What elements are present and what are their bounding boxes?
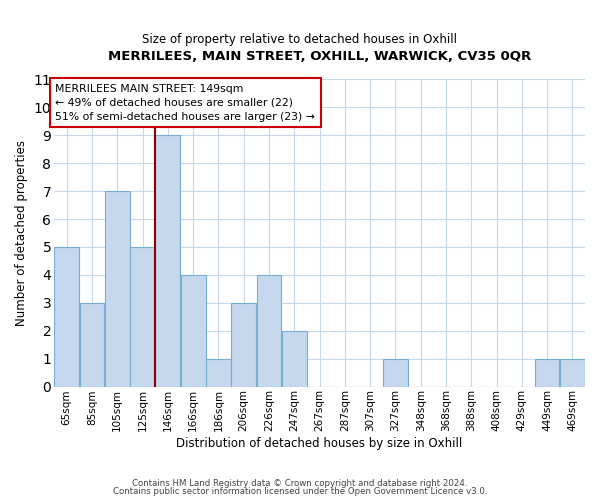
Title: MERRILEES, MAIN STREET, OXHILL, WARWICK, CV35 0QR: MERRILEES, MAIN STREET, OXHILL, WARWICK,… xyxy=(108,50,531,63)
Text: Contains HM Land Registry data © Crown copyright and database right 2024.: Contains HM Land Registry data © Crown c… xyxy=(132,478,468,488)
Bar xyxy=(535,358,559,386)
Bar xyxy=(130,247,155,386)
Bar xyxy=(257,275,281,386)
Bar xyxy=(155,136,180,386)
Bar xyxy=(105,191,130,386)
Text: MERRILEES MAIN STREET: 149sqm
← 49% of detached houses are smaller (22)
51% of s: MERRILEES MAIN STREET: 149sqm ← 49% of d… xyxy=(55,84,315,122)
Y-axis label: Number of detached properties: Number of detached properties xyxy=(15,140,28,326)
Text: Contains public sector information licensed under the Open Government Licence v3: Contains public sector information licen… xyxy=(113,487,487,496)
Bar xyxy=(560,358,585,386)
Bar xyxy=(181,275,206,386)
Bar xyxy=(383,358,408,386)
Bar xyxy=(55,247,79,386)
Bar xyxy=(282,330,307,386)
Text: Size of property relative to detached houses in Oxhill: Size of property relative to detached ho… xyxy=(143,32,458,46)
Bar xyxy=(232,303,256,386)
Bar xyxy=(80,303,104,386)
X-axis label: Distribution of detached houses by size in Oxhill: Distribution of detached houses by size … xyxy=(176,437,463,450)
Bar xyxy=(206,358,231,386)
